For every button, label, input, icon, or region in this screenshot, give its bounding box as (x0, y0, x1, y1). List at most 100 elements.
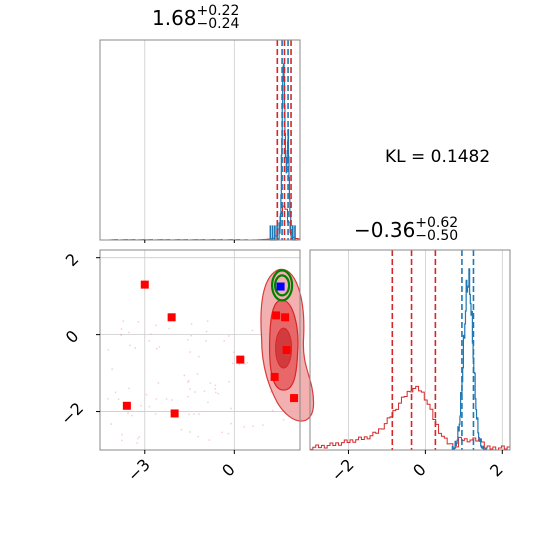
scatter-faint-point (189, 388, 191, 390)
scatter-faint-point (110, 423, 112, 425)
scatter-faint-point (155, 324, 157, 327)
top-hist-title-plus: +0.22 (196, 2, 240, 19)
scatter-faint-point (193, 413, 195, 415)
scatter-faint-point (244, 363, 246, 366)
right-hist-title-value: −0.36 (354, 218, 416, 242)
scatter-faint-point (145, 393, 148, 396)
scatter-faint-point (158, 346, 161, 348)
scatter-faint-point (148, 340, 151, 342)
scatter-faint-point (228, 335, 230, 337)
scatter-faint-point (194, 391, 196, 393)
scatter-faint-point (111, 368, 113, 370)
kl-label: KL = 0.1482 (385, 147, 491, 167)
scatter-faint-point (138, 436, 141, 438)
scatter-faint-point (107, 349, 110, 351)
scatter-faint-point (117, 398, 120, 401)
scatter-faint-point (269, 391, 272, 393)
scatter-faint-point (190, 334, 192, 337)
scatter-green-contour-inner (273, 274, 291, 297)
scatter-faint-point (231, 362, 234, 365)
scatter-faint-point (196, 373, 199, 375)
scatter-faint-point (122, 320, 125, 322)
right-hist-x-tick-label-2: 2 (486, 460, 507, 481)
scatter-faint-point (131, 414, 133, 417)
scatter-faint-point (165, 398, 168, 400)
scatter-faint-point (127, 412, 129, 414)
scatter-faint-point (230, 422, 232, 425)
scatter-faint-point (243, 426, 245, 428)
scatter-y-tick-label-1: 0 (62, 326, 83, 347)
scatter-faint-point (128, 387, 130, 390)
scatter-faint-point (251, 329, 254, 332)
scatter-faint-point (107, 398, 109, 400)
scatter-faint-point (209, 382, 212, 384)
scatter-faint-point (217, 392, 220, 395)
scatter-faint-point (215, 391, 217, 394)
top-hist-title: 1.68 +0.22 −0.24 (152, 2, 240, 33)
scatter-green-contour-outer (270, 269, 294, 302)
scatter-faint-point (232, 351, 235, 354)
scatter-faint-point (189, 351, 192, 353)
scatter-faint-point (171, 399, 173, 401)
scatter-faint-point (187, 395, 189, 398)
scatter-faint-point (134, 347, 136, 349)
scatter-frame (99, 249, 301, 451)
scatter-faint-point (180, 428, 183, 431)
scatter-faint-point (187, 339, 189, 341)
scatter-red-square-2 (122, 401, 131, 410)
right-hist-title-plus: +0.62 (415, 214, 459, 231)
scatter-faint-point (271, 409, 274, 412)
scatter-faint-point (262, 424, 264, 426)
scatter-faint-point (137, 437, 139, 440)
scatter-faint-point (238, 363, 241, 366)
scatter-faint-point (198, 355, 200, 358)
scatter-faint-point (252, 425, 254, 427)
scatter-red-square-1 (167, 313, 176, 322)
scatter-faint-point (148, 405, 151, 408)
scatter-red-square-3 (170, 409, 179, 418)
scatter-faint-point (156, 347, 158, 350)
scatter-faint-point (214, 388, 216, 390)
right-hist-frame (309, 249, 511, 451)
scatter-y-tick-label-0: 2 (62, 249, 83, 270)
scatter-faint-point (205, 330, 208, 333)
scatter-faint-point (214, 384, 217, 387)
top-hist-frame (99, 39, 301, 241)
scatter-faint-point (150, 333, 152, 335)
scatter-faint-point (227, 432, 230, 435)
scatter-faint-point (157, 382, 160, 384)
scatter-faint-point (228, 380, 230, 383)
right-hist-x-tick-label-1: 0 (409, 460, 430, 481)
scatter-faint-point (183, 374, 186, 377)
right-hist-red-line (309, 385, 511, 451)
scatter-faint-point (120, 328, 123, 330)
scatter-faint-point (187, 381, 189, 383)
scatter-faint-point (198, 413, 200, 415)
scatter-faint-point (230, 407, 232, 410)
scatter-faint-point (154, 413, 157, 415)
right-hist-title: −0.36 +0.62 −0.50 (354, 214, 459, 245)
scatter-faint-point (168, 327, 170, 330)
scatter-faint-point (140, 404, 142, 407)
scatter-red-square-6 (281, 313, 290, 322)
scatter-faint-point (120, 333, 122, 336)
top-hist-title-value: 1.68 (152, 6, 197, 30)
scatter-red-square-9 (290, 394, 299, 403)
scatter-faint-point (128, 331, 130, 334)
scatter-faint-point (114, 391, 117, 394)
scatter-faint-point (137, 321, 140, 323)
scatter-faint-point (208, 439, 211, 441)
scatter-faint-point (188, 413, 190, 416)
scatter-faint-point (223, 340, 226, 342)
scatter-x-tick-label-1: 0 (218, 460, 239, 481)
scatter-faint-point (190, 323, 193, 325)
scatter-red-square-8 (270, 372, 279, 381)
scatter-faint-point (187, 379, 190, 382)
scatter-blue-square (276, 282, 285, 291)
scatter-faint-point (282, 419, 285, 421)
scatter-faint-point (189, 431, 191, 433)
scatter-faint-point (246, 361, 248, 364)
scatter-faint-point (207, 401, 209, 404)
scatter-red-square-7 (282, 346, 291, 354)
